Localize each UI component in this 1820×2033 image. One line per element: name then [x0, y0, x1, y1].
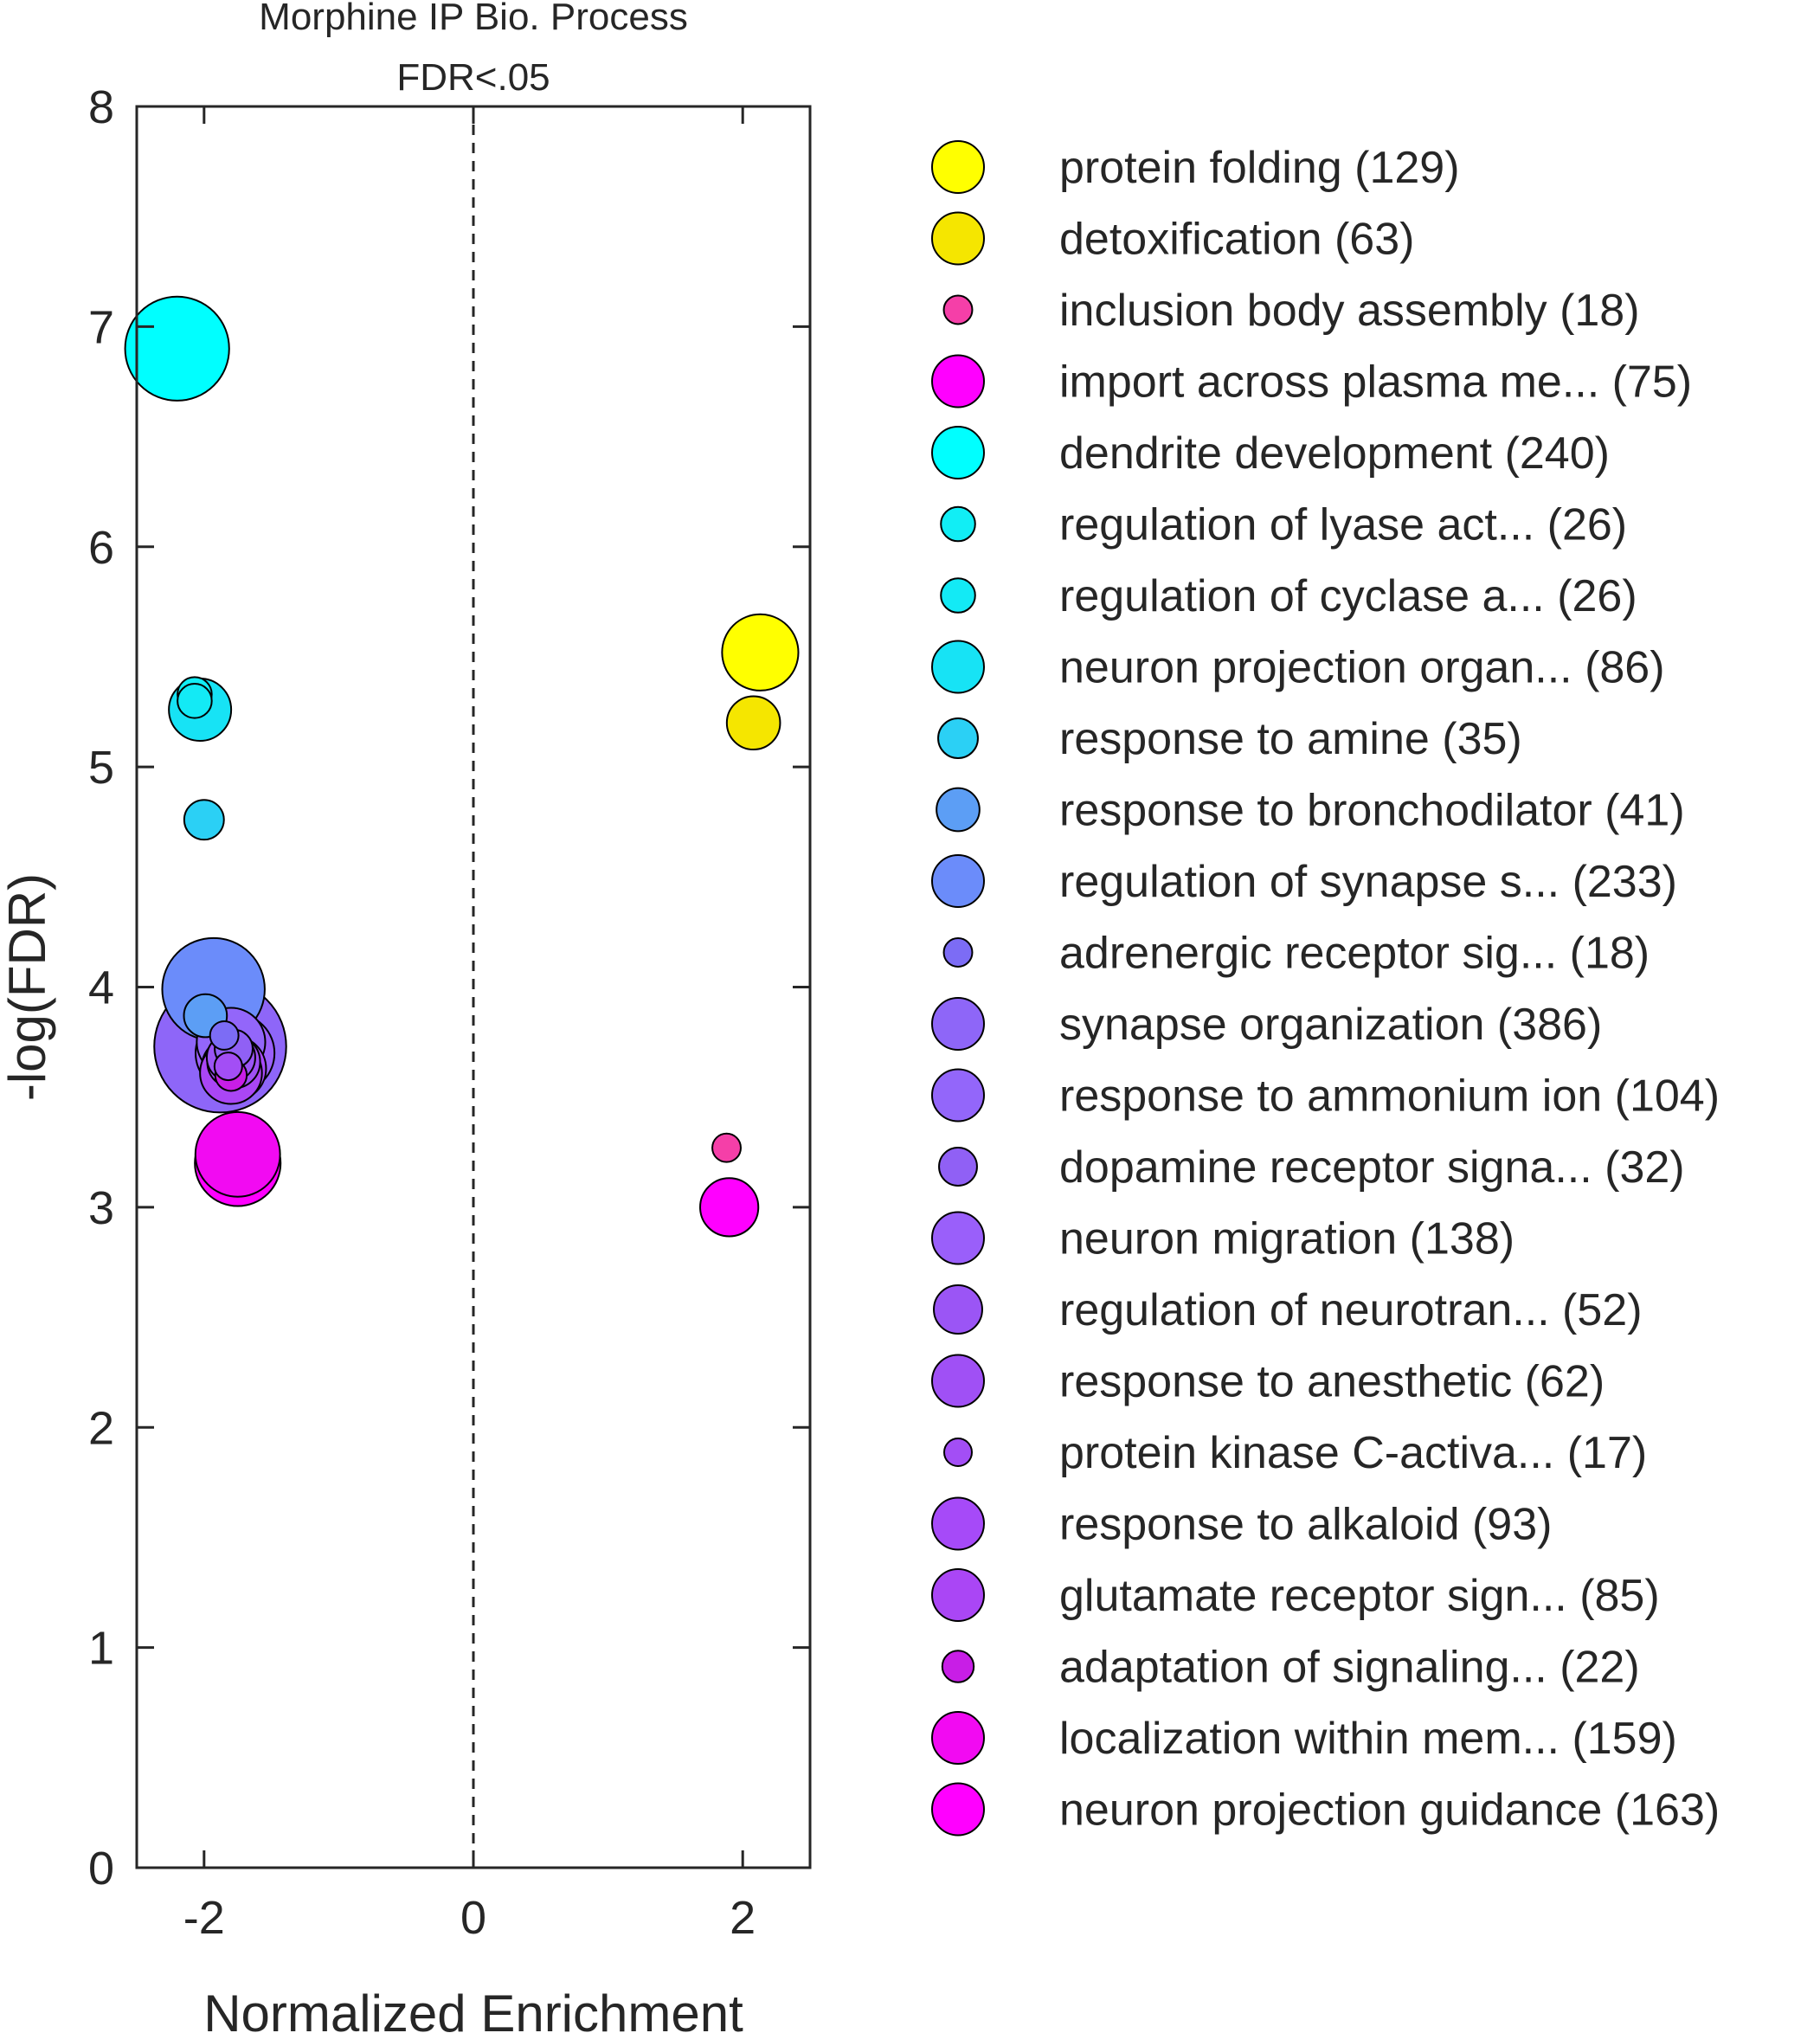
legend-marker [940, 577, 976, 614]
chart-title-group: Morphine IP Bio. Process FDR<.05 [259, 0, 688, 99]
legend-label: synapse organization (386) [1059, 1000, 1602, 1050]
bubble-point [183, 799, 225, 841]
y-tick-label: 6 [88, 522, 114, 574]
legend-marker [931, 211, 985, 266]
legend-label: protein kinase C-activa... (17) [1059, 1428, 1647, 1478]
legend-label: localization within mem... (159) [1059, 1714, 1677, 1764]
legend-marker [931, 1496, 985, 1551]
legend-marker [931, 426, 985, 479]
x-tick-label: -2 [183, 1892, 225, 1944]
y-tick-label: 1 [88, 1623, 114, 1675]
bubble-point [721, 613, 800, 692]
legend-marker [933, 1284, 983, 1335]
bubble-point [213, 1052, 243, 1082]
legend-marker [931, 1354, 985, 1408]
legend-marker [942, 294, 974, 325]
x-tick-label: 2 [730, 1892, 756, 1944]
legend-marker [931, 1711, 985, 1765]
y-axis-title: -log(FDR) [0, 873, 56, 1101]
bubble-point [177, 683, 213, 719]
legend-marker [937, 717, 979, 759]
bubble-point [194, 1110, 281, 1198]
legend-label: response to alkaloid (93) [1059, 1500, 1552, 1550]
legend-label: response to bronchodilator (41) [1059, 786, 1685, 836]
bubble-point [725, 695, 781, 751]
legend-marker [938, 1147, 978, 1187]
bubble-point [124, 295, 230, 402]
bubble-point [711, 1132, 742, 1163]
legend-marker [931, 1068, 985, 1123]
legend-marker [931, 854, 985, 908]
legend-label: import across plasma me... (75) [1059, 357, 1692, 408]
legend-marker [936, 787, 981, 833]
y-tick-label: 5 [88, 742, 114, 794]
legend-marker [931, 997, 985, 1051]
legend-label: regulation of synapse s... (233) [1059, 857, 1677, 907]
chart-title: Morphine IP Bio. Process [259, 0, 688, 38]
legend-label: response to anesthetic (62) [1059, 1357, 1605, 1407]
bubble-layer [124, 295, 800, 1238]
legend-label: regulation of neurotran... (52) [1059, 1285, 1643, 1335]
bubble-point [699, 1177, 760, 1238]
legend-label: detoxification (63) [1059, 215, 1414, 265]
legend-label: neuron projection organ... (86) [1059, 643, 1665, 693]
y-tick-label: 8 [88, 81, 114, 133]
legend-label: neuron projection guidance (163) [1059, 1785, 1720, 1836]
legend-marker [942, 937, 974, 968]
legend-marker [941, 1650, 975, 1683]
legend-label: response to ammonium ion (104) [1059, 1071, 1720, 1122]
legend-marker [931, 1782, 985, 1837]
y-tick-label: 3 [88, 1182, 114, 1234]
y-tick-label: 2 [88, 1402, 114, 1454]
x-axis: -2 0 2 [183, 106, 756, 1944]
bubble-point [209, 1020, 240, 1051]
legend-label: protein folding (129) [1059, 143, 1460, 193]
legend-marker [931, 140, 985, 194]
legend-label: adrenergic receptor sig... (18) [1059, 929, 1650, 979]
legend-marker [931, 640, 985, 694]
legend: protein folding (129) detoxification (63)… [931, 140, 1720, 1837]
legend-marker [943, 1438, 973, 1467]
legend-label: glutamate receptor sign... (85) [1059, 1571, 1660, 1621]
legend-label: regulation of cyclase a... (26) [1059, 571, 1637, 621]
x-axis-title: Normalized Enrichment [203, 1985, 743, 2033]
y-axis: 0 1 2 3 4 5 6 7 8 [88, 81, 810, 1895]
legend-label: dendrite development (240) [1059, 428, 1610, 479]
legend-marker [931, 1568, 985, 1622]
legend-marker [931, 354, 985, 409]
legend-marker [931, 1211, 985, 1265]
x-tick-label: 0 [460, 1892, 486, 1944]
legend-label: inclusion body assembly (18) [1059, 286, 1640, 336]
legend-marker [940, 505, 976, 543]
legend-label: neuron migration (138) [1059, 1214, 1515, 1264]
legend-label: regulation of lyase act... (26) [1059, 500, 1627, 550]
legend-label: dopamine receptor signa... (32) [1059, 1142, 1685, 1193]
legend-label: response to amine (35) [1059, 714, 1522, 764]
y-tick-label: 7 [88, 301, 114, 353]
y-tick-label: 0 [88, 1843, 114, 1895]
legend-label: adaptation of signaling... (22) [1059, 1643, 1640, 1693]
y-tick-label: 4 [88, 962, 114, 1014]
chart-subtitle: FDR<.05 [396, 56, 550, 99]
